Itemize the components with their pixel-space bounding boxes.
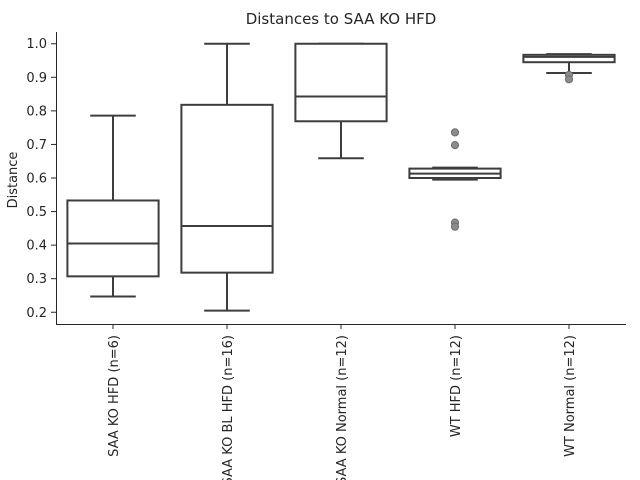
x-axis-ticks: SAA KO HFD (n=6) SAA KO BL HFD (n=16) SAA … [107, 324, 578, 480]
box-series-1 [66, 114, 160, 298]
x-tick-label: WT Normal (n=12) [563, 335, 578, 457]
box-series-5 [522, 53, 616, 84]
y-tick-label: 0.6 [26, 172, 47, 187]
y-tick-label: 0.3 [26, 272, 47, 287]
outlier-point [450, 222, 460, 231]
y-tick-label: 1.0 [26, 37, 47, 52]
y-tick-label: 0.9 [26, 71, 47, 86]
box-series-2 [180, 42, 274, 312]
y-tick-label: 0.4 [26, 239, 47, 254]
x-tick-label: SAA KO HFD (n=6) [107, 335, 122, 457]
box-series-3 [294, 42, 388, 160]
chart-title: Distances to SAA KO HFD [246, 10, 437, 28]
y-axis-ticks: 0.2 0.3 0.4 0.5 0.6 0.7 0.8 0.9 1.0 [26, 37, 56, 321]
x-tick-label: SAA KO Normal (n=12) [335, 335, 350, 480]
x-tick-label: WT HFD (n=12) [449, 335, 464, 437]
y-tick-label: 0.5 [26, 205, 47, 220]
y-tick-label: 0.8 [26, 104, 47, 119]
y-tick-label: 0.7 [26, 138, 47, 153]
box-iqr [180, 103, 274, 274]
box-group [66, 42, 616, 312]
box-iqr [66, 199, 160, 278]
outlier-point [564, 75, 574, 84]
x-tick-label: SAA KO BL HFD (n=16) [221, 335, 236, 480]
y-axis-label: Distance [6, 152, 21, 209]
outlier-point [450, 128, 460, 137]
box-series-4 [408, 128, 502, 231]
box-iqr [294, 42, 388, 123]
outlier-point [450, 141, 460, 150]
box-iqr [522, 53, 616, 64]
y-tick-label: 0.2 [26, 306, 47, 321]
